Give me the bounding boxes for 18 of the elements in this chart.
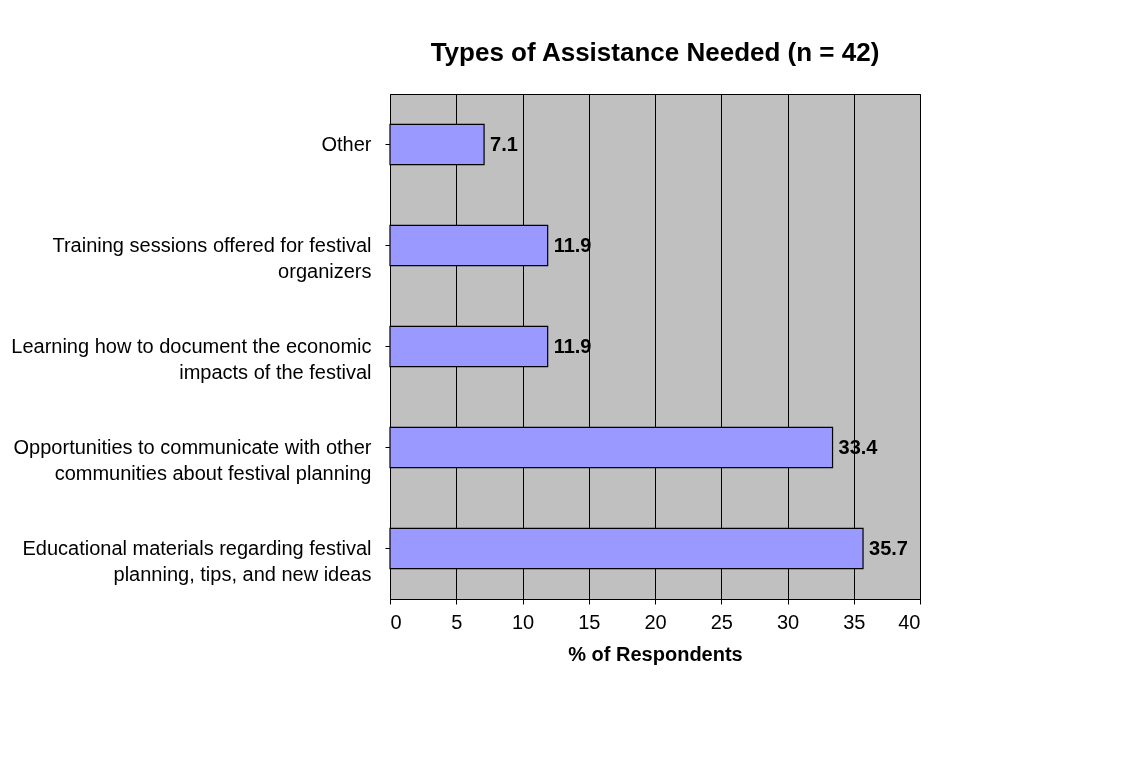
x-tick-label: 35 bbox=[843, 610, 866, 633]
y-tick-label: Other bbox=[321, 132, 372, 155]
y-tick-label: Learning how to document the economic impacts of the festival bbox=[11, 334, 372, 383]
chart-title: Types of Assistance Needed (n = 42) bbox=[430, 37, 880, 67]
data-label: 7.1 bbox=[490, 132, 518, 155]
x-tick-label: 30 bbox=[776, 610, 800, 633]
y-tick-label: Opportunities to communicate with other communities about festival planning bbox=[13, 435, 372, 484]
x-tick-label: 10 bbox=[511, 610, 535, 633]
data-label: 35.7 bbox=[869, 536, 908, 559]
y-tick-label: Educational materials regarding festival planning, tips, and new ideas bbox=[22, 536, 372, 585]
x-tick-label: 5 bbox=[451, 610, 463, 633]
x-tick-label: 15 bbox=[578, 610, 601, 633]
x-axis-title: % of Respondents bbox=[568, 642, 743, 665]
x-tick-label: 20 bbox=[644, 610, 667, 633]
x-tick-label: 40 bbox=[898, 610, 921, 633]
y-tick-label: Training sessions offered for festival organizers bbox=[52, 233, 372, 282]
x-tick-label: 0 bbox=[390, 610, 402, 633]
x-tick-label: 25 bbox=[710, 610, 733, 633]
